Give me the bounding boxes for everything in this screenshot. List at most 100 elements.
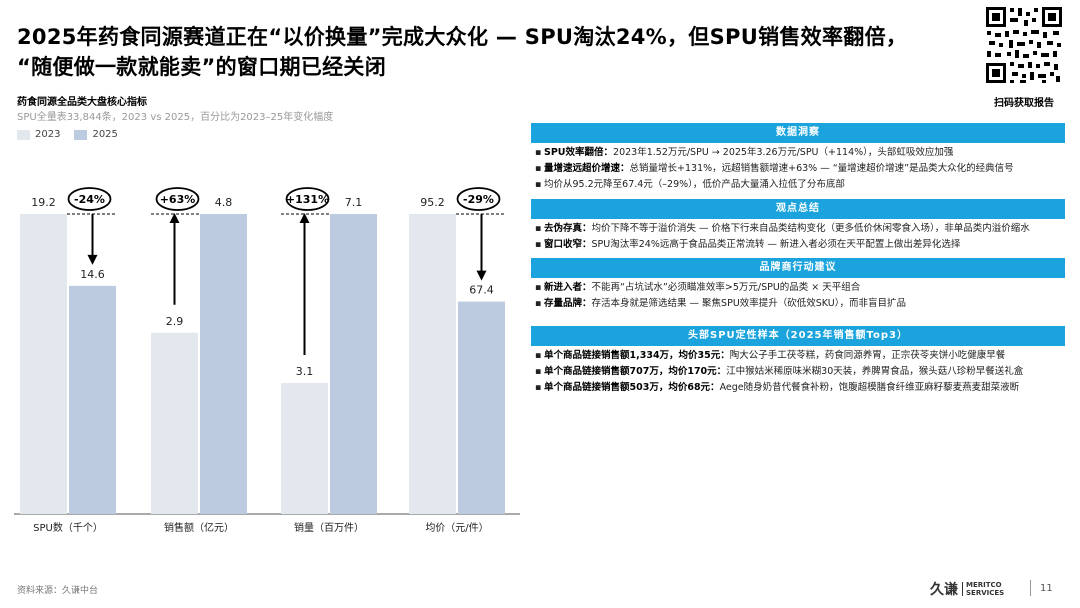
bullet-text: 单个商品链接销售额503万，均价68元：Aege随身奶昔代餐食补粉，饱腹超模膳食… bbox=[544, 381, 1019, 395]
qr-code bbox=[983, 4, 1065, 86]
change-arrow-head bbox=[476, 270, 487, 281]
bullet-text: 窗口收窄：SPU淘汰率24%远高于食品品类正常流转 — 新进入者必须在天平配置上… bbox=[544, 238, 960, 252]
chart-legend: 2023 2025 bbox=[17, 129, 118, 140]
bar-2023 bbox=[409, 214, 456, 514]
bullet-marker: ▪ bbox=[535, 147, 542, 158]
data-label-2025: 67.4 bbox=[469, 284, 494, 297]
section-heading: 数据洞察 bbox=[531, 123, 1065, 143]
change-badge bbox=[456, 187, 501, 211]
page-separator bbox=[1030, 580, 1031, 596]
change-badge-label: +63% bbox=[160, 193, 196, 206]
data-label-2023: 19.2 bbox=[31, 196, 56, 209]
section-body: ▪ 单个商品链接销售额1,334万，均价35元：陶大公子手工茯苓糕，药食同源养胃，… bbox=[531, 346, 1065, 400]
legend-item-2025: 2025 bbox=[74, 129, 118, 140]
bullet-marker: ▪ bbox=[535, 350, 542, 361]
bar-2025 bbox=[330, 214, 377, 514]
bullet-body: 存活本身就是筛选结果 — 聚焦SPU效率提升（砍低效SKU），而非盲目扩品 bbox=[591, 298, 906, 309]
bullet-item: ▪ 窗口收窄：SPU淘汰率24%远高于食品品类正常流转 — 新进入者必须在天平配置… bbox=[535, 238, 1059, 252]
bullet-body: Aege随身奶昔代餐食补粉，饱腹超模膳食纤维亚麻籽藜麦燕麦甜菜液断 bbox=[719, 382, 1020, 393]
section-heading: 品牌商行动建议 bbox=[531, 258, 1065, 278]
bar-2023 bbox=[151, 332, 198, 514]
bullet-marker: ▪ bbox=[535, 282, 542, 293]
data-label-2023: 3.1 bbox=[296, 365, 314, 378]
insight-panel: 数据洞察 ▪ SPU效率翻倍：2023年1.52万元/SPU → 2025年3.26… bbox=[531, 123, 1065, 400]
bullet-body: 江中猴姑米稀原味米糊30天装，养脾胃食品，猴头菇八珍粉早餐送礼盒 bbox=[726, 366, 1024, 377]
data-label-2025: 14.6 bbox=[80, 268, 105, 281]
section-body: ▪ 去伪存真：均价下降不等于溢价消失 — 价格下行来自品类结构变化（更多低价休闲零… bbox=[531, 219, 1065, 257]
source-note: 资料来源：久谦中台 bbox=[17, 586, 99, 596]
bullet-marker: ▪ bbox=[535, 179, 542, 190]
chart-title: 药食同源全品类大盘核心指标 bbox=[17, 97, 147, 108]
section-body: ▪ 新进入者：不能再“占坑试水”必须瞄准效率>5万元/SPU的品类 × 天平组合 ▪… bbox=[531, 278, 1065, 316]
bullet-body: 2023年1.52万元/SPU → 2025年3.26万元/SPU（+114%）… bbox=[613, 147, 954, 158]
logo-cn-text: 久谦 bbox=[930, 582, 958, 598]
bullet-marker: ▪ bbox=[535, 163, 542, 174]
logo-en-line-1: MERITCO bbox=[966, 581, 1002, 589]
section-heading: 观点总结 bbox=[531, 199, 1065, 219]
bullet-item: ▪ 去伪存真：均价下降不等于溢价消失 — 价格下行来自品类结构变化（更多低价休闲零… bbox=[535, 222, 1059, 236]
bar-2025 bbox=[69, 285, 116, 514]
bullet-body: SPU淘汰率24%远高于食品品类正常流转 — 新进入者必须在天平配置上做出差异化… bbox=[591, 239, 961, 250]
qr-caption: 扫码获取报告 bbox=[994, 98, 1054, 109]
bullet-item: ▪ 单个商品链接销售额707万，均价170元：江中猴姑米稀原味米糊30天装，养脾胃… bbox=[535, 365, 1059, 379]
qr-code-image bbox=[983, 4, 1065, 86]
page-title-line-2: “随便做一款就能卖”的窗口期已经关闭 bbox=[17, 55, 387, 79]
bullet-body: 不能再“占坑试水”必须瞄准效率>5万元/SPU的品类 × 天平组合 bbox=[591, 282, 861, 293]
bullet-text: SPU效率翻倍：2023年1.52万元/SPU → 2025年3.26万元/SP… bbox=[544, 146, 953, 160]
bullet-bold-lead: 存量品牌： bbox=[544, 298, 592, 309]
bullet-body: 总销量增长+131%，远超销售额增速+63% — “量增速超价增速”是品类大众化… bbox=[629, 163, 1014, 174]
bullet-text: 存量品牌：存活本身就是筛选结果 — 聚焦SPU效率提升（砍低效SKU），而非盲目… bbox=[544, 297, 906, 311]
x-tick-label: SPU数（千个） bbox=[33, 521, 103, 534]
legend-label-2023: 2023 bbox=[35, 129, 61, 140]
logo-divider bbox=[962, 582, 963, 596]
bullet-body: 均价从95.2元降至67.4元（–29%），低价产品大量涌入拉低了分布底部 bbox=[544, 179, 845, 190]
bar-2025 bbox=[200, 214, 247, 514]
bullet-bold-lead: 新进入者： bbox=[544, 282, 592, 293]
bullet-bold-lead: 窗口收窄： bbox=[544, 239, 592, 250]
bullet-body: 均价下降不等于溢价消失 — 价格下行来自品类结构变化（更多低价休闲零食入场），非… bbox=[591, 223, 1030, 234]
bullet-marker: ▪ bbox=[535, 223, 542, 234]
bullet-bold-lead: 单个商品链接销售额1,334万，均价35元： bbox=[544, 350, 730, 361]
bullet-marker: ▪ bbox=[535, 366, 542, 377]
change-badge bbox=[67, 187, 112, 211]
bullet-text: 量增速远超价增速：总销量增长+131%，远超销售额增速+63% — “量增速超价… bbox=[544, 162, 1014, 176]
bar-2025 bbox=[458, 301, 505, 514]
bar-2023 bbox=[281, 383, 328, 514]
data-label-2025: 7.1 bbox=[345, 196, 363, 209]
bullet-item: ▪ 新进入者：不能再“占坑试水”必须瞄准效率>5万元/SPU的品类 × 天平组合 bbox=[535, 281, 1059, 295]
change-badge-label: -24% bbox=[74, 193, 105, 206]
bullet-bold-lead: 单个商品链接销售额707万，均价170元： bbox=[544, 366, 727, 377]
page-number: 11 bbox=[1040, 583, 1053, 594]
page-title-line-1: 2025年药食同源赛道正在“以价换量”完成大众化 — SPU淘汰24%，但SPU… bbox=[17, 25, 908, 49]
bar-2023 bbox=[20, 214, 67, 514]
chart-subtitle: SPU全量表33,844条，2023 vs 2025，百分比为2023–25年变… bbox=[17, 112, 334, 123]
section-heading: 头部SPU定性样本（2025年销售额Top3） bbox=[531, 326, 1065, 346]
bullet-marker: ▪ bbox=[535, 382, 542, 393]
logo-en-line-2: SERVICES bbox=[966, 589, 1005, 597]
x-tick-label: 销售额（亿元） bbox=[164, 521, 234, 534]
bullet-text: 去伪存真：均价下降不等于溢价消失 — 价格下行来自品类结构变化（更多低价休闲零食… bbox=[544, 222, 1030, 236]
change-badge-label: +131% bbox=[286, 193, 329, 206]
bullet-item: ▪ 量增速远超价增速：总销量增长+131%，远超销售额增速+63% — “量增速超… bbox=[535, 162, 1059, 176]
bullet-marker: ▪ bbox=[535, 298, 542, 309]
bullet-bold-lead: 去伪存真： bbox=[544, 223, 592, 234]
data-label-2025: 4.8 bbox=[215, 196, 233, 209]
x-tick-label: 均价（元/件） bbox=[425, 522, 488, 534]
bullet-bold-lead: 量增速远超价增速： bbox=[544, 163, 630, 174]
legend-swatch-2025 bbox=[74, 129, 88, 140]
x-tick-label: 销量（百万件） bbox=[294, 521, 364, 534]
bullet-item: ▪ 单个商品链接销售额503万，均价68元：Aege随身奶昔代餐食补粉，饱腹超模膳… bbox=[535, 381, 1059, 395]
data-label-2023: 2.9 bbox=[166, 315, 184, 328]
bullet-text: 新进入者：不能再“占坑试水”必须瞄准效率>5万元/SPU的品类 × 天平组合 bbox=[544, 281, 860, 295]
bullet-marker: ▪ bbox=[535, 239, 542, 250]
page-title: 2025年药食同源赛道正在“以价换量”完成大众化 — SPU淘汰24%，但SPU… bbox=[17, 22, 1007, 82]
bullet-item: ▪ 均价从95.2元降至67.4元（–29%），低价产品大量涌入拉低了分布底部 bbox=[535, 178, 1059, 192]
change-badge bbox=[285, 187, 330, 211]
logo-en-text: MERITCO SERVICES bbox=[966, 581, 1004, 597]
bullet-body: 陶大公子手工茯苓糕，药食同源养胃，正宗茯苓夹饼小吃健康早餐 bbox=[729, 350, 1006, 361]
bullet-item: ▪ 存量品牌：存活本身就是筛选结果 — 聚焦SPU效率提升（砍低效SKU），而非盲… bbox=[535, 297, 1059, 311]
company-logo: 久谦 MERITCO SERVICES bbox=[930, 579, 1004, 599]
bullet-text: 均价从95.2元降至67.4元（–29%），低价产品大量涌入拉低了分布底部 bbox=[544, 178, 845, 192]
bullet-item: ▪ SPU效率翻倍：2023年1.52万元/SPU → 2025年3.26万元/S… bbox=[535, 146, 1059, 160]
change-arrow-head bbox=[169, 213, 180, 223]
